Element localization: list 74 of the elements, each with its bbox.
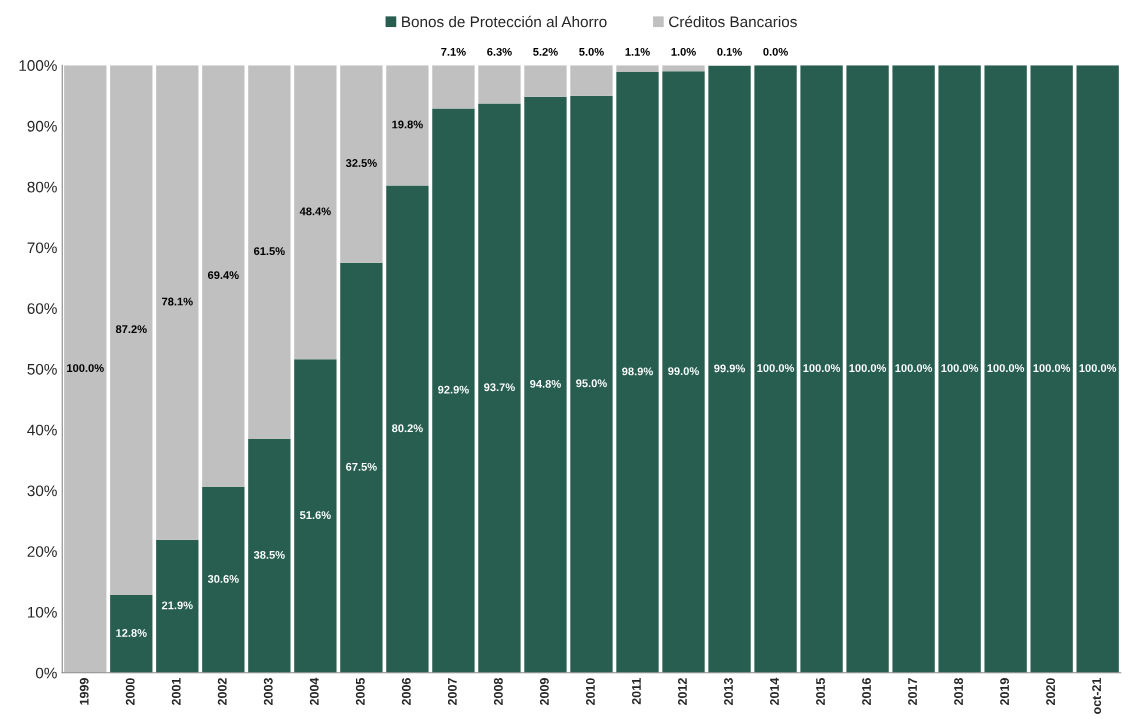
data-label: 1.0% bbox=[671, 47, 696, 56]
data-label: 32.5% bbox=[345, 159, 377, 167]
data-label: 78.1% bbox=[162, 297, 193, 306]
data-label: 30.6% bbox=[207, 574, 239, 583]
data-label: 100.0% bbox=[895, 364, 933, 373]
y-tick-label: 60% bbox=[27, 303, 57, 314]
x-tick-label: 2017 bbox=[908, 678, 917, 706]
x-tick-label: 2005 bbox=[355, 678, 365, 706]
data-label: 21.9% bbox=[161, 601, 193, 610]
data-label: 100.0% bbox=[67, 364, 104, 373]
data-label: 100.0% bbox=[849, 364, 887, 373]
y-tick-label: 50% bbox=[27, 363, 57, 375]
data-label: 5.0% bbox=[579, 47, 604, 56]
data-label: 95.0% bbox=[576, 379, 607, 388]
data-label: 38.5% bbox=[253, 550, 285, 559]
y-tick-label: 20% bbox=[27, 546, 57, 557]
y-tick-label: 10% bbox=[27, 606, 57, 618]
x-tick-label: 1999 bbox=[79, 678, 89, 705]
data-label: 100.0% bbox=[1079, 364, 1117, 373]
x-tick-label: 2007 bbox=[447, 678, 457, 706]
data-label: 48.4% bbox=[299, 207, 331, 216]
data-label: 51.6% bbox=[299, 511, 331, 520]
data-label: 100.0% bbox=[803, 364, 841, 373]
y-tick-label: 40% bbox=[27, 424, 57, 436]
x-tick-label: 2015 bbox=[816, 678, 825, 706]
y-tick-label: 70% bbox=[27, 242, 57, 254]
x-tick-label: 2003 bbox=[263, 678, 273, 706]
x-tick-label: 2001 bbox=[171, 678, 181, 706]
x-tick-label: 2006 bbox=[401, 678, 411, 706]
x-tick-label: 2020 bbox=[1046, 678, 1056, 706]
y-tick-label: 90% bbox=[27, 120, 57, 132]
x-tick-label: 2011 bbox=[631, 678, 641, 705]
data-label: 1.1% bbox=[625, 47, 650, 56]
x-tick-label: 2010 bbox=[585, 678, 595, 706]
y-tick-label: 80% bbox=[27, 181, 57, 193]
data-label: 6.3% bbox=[487, 47, 512, 56]
y-tick-label: 100% bbox=[19, 60, 57, 71]
x-tick-label: 2000 bbox=[125, 678, 135, 706]
x-tick-label: 2008 bbox=[493, 678, 503, 706]
data-label: 5.2% bbox=[533, 47, 558, 56]
data-label: 100.0% bbox=[757, 364, 795, 373]
data-label: 87.2% bbox=[115, 325, 147, 334]
x-tick-label: 2009 bbox=[539, 678, 549, 706]
data-label: 67.5% bbox=[346, 462, 377, 471]
x-tick-label: 2014 bbox=[770, 677, 779, 706]
data-label: 100.0% bbox=[1033, 364, 1071, 373]
data-label: 0.0% bbox=[763, 47, 788, 56]
x-tick-label: 2002 bbox=[217, 678, 227, 706]
data-label: 12.8% bbox=[116, 629, 147, 637]
data-label: 92.9% bbox=[438, 385, 469, 394]
x-tick-label: 2016 bbox=[862, 678, 871, 706]
legend-label: Créditos Bancarios bbox=[669, 15, 797, 28]
data-label: 99.9% bbox=[714, 364, 745, 373]
data-label: 94.8% bbox=[530, 379, 561, 388]
data-label: 100.0% bbox=[941, 364, 979, 373]
data-label: 61.5% bbox=[254, 247, 285, 256]
data-label: 80.2% bbox=[392, 424, 423, 433]
data-label: 100.0% bbox=[987, 364, 1025, 373]
x-tick-label: 2012 bbox=[678, 678, 687, 706]
data-label: 93.7% bbox=[484, 383, 515, 392]
data-label: 19.8% bbox=[392, 120, 423, 129]
data-label: 99.0% bbox=[668, 367, 699, 376]
x-tick-label: 2019 bbox=[1000, 678, 1009, 706]
y-tick-label: 30% bbox=[27, 485, 57, 497]
data-label: 98.9% bbox=[622, 367, 653, 376]
y-tick-label: 0% bbox=[35, 667, 57, 679]
legend-label: Bonos de Protección al Ahorro bbox=[402, 15, 607, 28]
data-label: 0.1% bbox=[717, 47, 742, 56]
x-tick-label: 2004 bbox=[309, 677, 319, 706]
x-tick-label: 2018 bbox=[954, 678, 963, 706]
data-label: 7.1% bbox=[441, 47, 466, 56]
x-tick-label: 2013 bbox=[724, 678, 733, 706]
data-label: 69.4% bbox=[207, 271, 239, 280]
x-tick-label: oct-21 bbox=[1092, 678, 1102, 714]
